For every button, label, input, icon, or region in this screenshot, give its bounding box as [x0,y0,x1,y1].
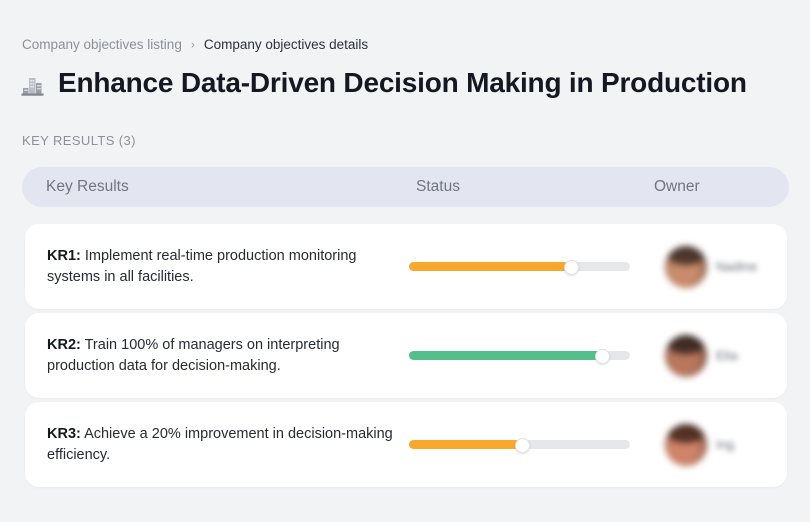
table-header-row: Key Results Status Owner [22,167,789,207]
progress-slider[interactable] [409,260,630,275]
status-cell [402,349,661,364]
avatar[interactable] [665,423,707,466]
table-row[interactable]: KR2: Train 100% of managers on interpret… [25,313,787,398]
key-result-description: Train 100% of managers on interpreting p… [47,336,340,374]
table-row[interactable]: KR1: Implement real-time production moni… [25,224,787,309]
key-result-text: KR1: Implement real-time production moni… [47,246,402,287]
key-result-text: KR3: Achieve a 20% improvement in decisi… [47,424,402,465]
key-result-code: KR2: [47,336,81,353]
page-title-row: Enhance Data-Driven Decision Making in P… [20,63,747,103]
progress-fill [409,351,602,360]
owner-cell[interactable]: Ing [661,423,787,466]
owner-cell[interactable]: Nadine [661,245,787,288]
breadcrumb-current: Company objectives details [203,37,369,52]
progress-fill [409,262,571,271]
owner-name: Nadine [716,259,758,274]
status-cell [402,260,661,275]
progress-slider[interactable] [409,349,630,364]
breadcrumb-parent-link[interactable]: Company objectives listing [22,37,182,52]
column-header-status: Status [416,178,460,195]
key-result-code: KR3: [47,425,81,442]
column-header-owner: Owner [654,178,700,195]
progress-fill [409,440,522,449]
owner-cell[interactable]: Elia [661,334,787,377]
office-building-icon [21,78,44,96]
key-result-description: Achieve a 20% improvement in decision-ma… [47,425,393,463]
key-result-text: KR2: Train 100% of managers on interpret… [47,335,402,376]
progress-thumb[interactable] [515,438,531,453]
key-results-list: KR1: Implement real-time production moni… [25,224,787,491]
progress-thumb[interactable] [594,349,610,364]
progress-thumb[interactable] [563,260,579,275]
key-results-section-label: KEY RESULTS (3) [22,133,136,148]
status-cell [402,438,661,453]
progress-slider[interactable] [409,438,630,453]
owner-name: Ing [716,437,735,452]
page-title: Enhance Data-Driven Decision Making in P… [58,66,747,98]
owner-name: Elia [716,348,738,363]
breadcrumb-separator-icon: › [190,37,195,52]
key-result-code: KR1: [47,247,81,264]
table-row[interactable]: KR3: Achieve a 20% improvement in decisi… [25,402,787,487]
avatar[interactable] [665,245,707,288]
key-result-description: Implement real-time production monitorin… [47,247,357,285]
breadcrumb: Company objectives listing › Company obj… [22,38,368,52]
column-header-key-results: Key Results [46,178,129,195]
avatar[interactable] [665,334,707,377]
